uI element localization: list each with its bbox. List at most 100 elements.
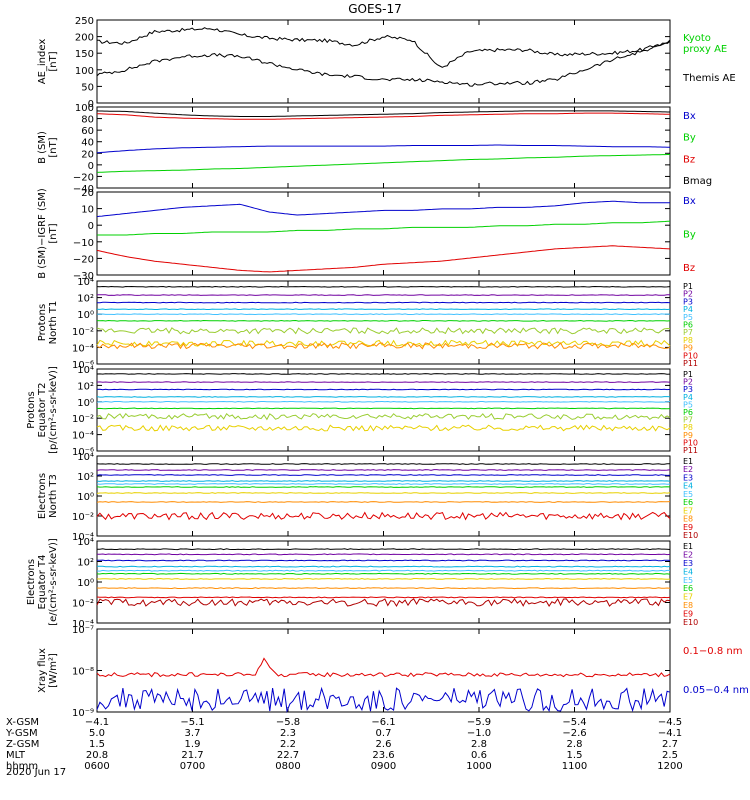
ephemeris-value: −6.1 <box>371 717 395 728</box>
series-line-e4 <box>96 480 671 482</box>
legend-entry: P9 <box>683 344 693 353</box>
legend-entry: E1 <box>683 457 693 466</box>
legend-entry: P3 <box>683 385 693 394</box>
series-line-e5 <box>96 569 670 572</box>
series-line-e9 <box>96 511 671 521</box>
legend-entry: E2 <box>683 550 693 559</box>
y-axis-label: [e/(cm²-s-sr-keV)] <box>48 538 59 626</box>
legend-entry: E10 <box>683 531 698 540</box>
series-line-p6 <box>96 407 671 410</box>
ephemeris-value: 0.6 <box>471 750 487 761</box>
ephemeris-value: 1.9 <box>185 739 201 750</box>
series-line-e1 <box>96 463 671 465</box>
y-axis-label: Protons <box>37 304 48 341</box>
series-line-p5 <box>96 313 671 316</box>
y-axis-label: AE_index <box>37 39 48 85</box>
legend-entry: P7 <box>683 328 693 337</box>
series-line-0-05-0-4-nm <box>96 686 671 714</box>
y-tick-label: 10⁻⁶ <box>72 447 94 458</box>
legend-entry: E2 <box>683 465 693 474</box>
series-line-p4 <box>96 308 671 311</box>
series-line-p8 <box>96 424 671 432</box>
y-tick-label: 10⁰ <box>77 578 94 589</box>
legend-entry: P6 <box>683 321 693 330</box>
y-axis-label: [nT] <box>48 51 59 71</box>
series-line-e4 <box>97 565 671 568</box>
legend-entry: P4 <box>683 305 693 314</box>
ephemeris-value: −5.8 <box>276 717 300 728</box>
legend-entry: By <box>683 230 696 241</box>
series-line-bx <box>96 200 670 218</box>
ephemeris-value: −4.5 <box>658 717 682 728</box>
series-line-0-1-0-8-nm <box>96 657 671 678</box>
series-line-p1 <box>96 373 671 375</box>
legend-entry: P1 <box>683 370 693 379</box>
legend-entry: E4 <box>683 567 693 576</box>
legend-entry: P9 <box>683 431 693 440</box>
y-tick-label: 10⁴ <box>77 365 94 376</box>
y-tick-label: −20 <box>73 254 94 265</box>
ephemeris-table: X-GSMY-GSMZ-GSMMLThhmm−4.15.01.520.80600… <box>5 717 683 772</box>
panel-frame <box>96 540 671 624</box>
ephemeris-value: −5.1 <box>180 717 204 728</box>
panel-frame <box>96 628 671 713</box>
series-line-e1 <box>97 548 671 551</box>
series-line-p1 <box>96 285 671 288</box>
series-line-bz <box>96 245 671 273</box>
ephemeris-value: 5.0 <box>89 728 105 739</box>
ephemeris-value: −4.1 <box>658 728 682 739</box>
ephemeris-value: 2.5 <box>662 750 678 761</box>
ephemeris-row-label: MLT <box>6 750 26 761</box>
ephemeris-row-label: X-GSM <box>6 717 39 728</box>
y-axis-label: B (SM) <box>37 131 48 164</box>
y-axis-label: Equator T2 <box>37 383 48 438</box>
legend-entry: E4 <box>683 482 693 491</box>
ephemeris-row-label: hhmm <box>6 761 38 772</box>
legend-entry: P5 <box>683 313 693 322</box>
y-tick-label: 0 <box>88 221 94 232</box>
y-tick-label: 10² <box>77 558 94 569</box>
y-axis-label: [W/m²] <box>48 653 59 688</box>
panel-en: 10⁴ 10² 10⁰ 10⁻² 10⁻⁴ Electrons North T3 E1E2E3… <box>37 452 698 543</box>
y-tick-label: 10⁴ <box>77 452 94 463</box>
y-tick-label: 200 <box>75 33 94 44</box>
panel-bigrf: 20 10 0 −10 −20 −30 B (SM)−IGRF (SM) [nT] Bx By Bz <box>37 188 696 282</box>
legend-entry: E5 <box>683 576 693 585</box>
y-tick-label: 10⁰ <box>77 492 94 503</box>
y-tick-label: 20 <box>81 149 94 160</box>
series-line-p4 <box>96 396 671 398</box>
legend-entry: E7 <box>683 593 693 602</box>
y-axis-label: North T3 <box>48 474 59 518</box>
series-line-by <box>97 220 671 236</box>
date-label: 2020 Jun 17 <box>6 767 66 778</box>
series-line-e3 <box>97 559 671 562</box>
ephemeris-value: −5.4 <box>562 717 586 728</box>
y-tick-label: 40 <box>81 138 94 149</box>
legend-entry: 0.05−0.4 nm <box>683 685 749 696</box>
legend-entry: E9 <box>683 523 693 532</box>
legend-entry: E10 <box>683 618 698 627</box>
plot-title: GOES-17 <box>348 2 402 16</box>
series-line-bmag <box>96 110 670 117</box>
ephemeris-value: 23.6 <box>372 750 394 761</box>
y-tick-label: 10 <box>81 205 94 216</box>
legend-entry: Bmag <box>683 176 712 187</box>
y-tick-label: 10⁻⁴ <box>72 619 94 630</box>
ephemeris-value: 2.3 <box>280 728 296 739</box>
y-tick-label: 0 <box>88 161 94 172</box>
y-tick-label: 10⁰ <box>77 310 94 321</box>
legend-entry: Kyoto <box>683 33 711 44</box>
ephemeris-value: 2.8 <box>471 739 487 750</box>
panel-pn: 10⁴ 10² 10⁰ 10⁻² 10⁻⁴ 10⁻⁶ Protons North T1 P1P2… <box>37 277 698 371</box>
legend-entry: E6 <box>683 498 693 507</box>
legend-entry: P1 <box>683 282 693 291</box>
ephemeris-value: 2.7 <box>662 739 678 750</box>
panel-frame <box>96 368 671 452</box>
series-line-p2 <box>97 294 670 296</box>
series-line-e9 <box>96 596 671 599</box>
series-line-p6 <box>96 319 671 322</box>
series-line-e6 <box>96 486 671 488</box>
y-tick-label: 10⁻⁷ <box>72 625 94 636</box>
